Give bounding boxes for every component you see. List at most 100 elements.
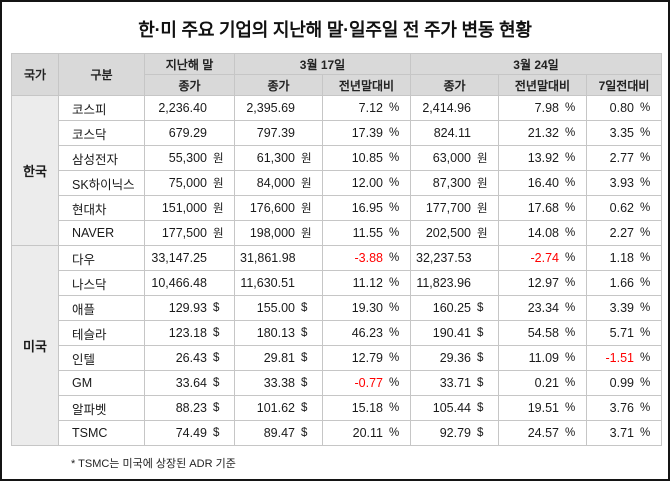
- value-number: 3.71: [609, 426, 635, 440]
- value-cell: 1.18%: [585, 245, 663, 271]
- country-cell: 미국: [11, 245, 59, 446]
- value-number: 129.93: [168, 301, 207, 315]
- company-name: 나스닥: [58, 270, 145, 296]
- value-cell: 2,236.40: [144, 95, 235, 121]
- value-cell: 89.47 $: [234, 420, 323, 446]
- value-unit: %: [389, 152, 400, 164]
- value-unit: $: [213, 427, 220, 439]
- value-unit: %: [389, 102, 400, 114]
- subheader-close-mar24: 종가: [410, 74, 499, 96]
- value-cell: 32,237.53: [410, 245, 499, 271]
- value-number: 2.27: [609, 226, 635, 240]
- value-number: 24.57: [527, 426, 559, 440]
- value-number: 63,000: [432, 151, 471, 165]
- value-unit: %: [565, 252, 576, 264]
- value-unit: %: [565, 202, 576, 214]
- value-cell: 3.76%: [585, 395, 663, 421]
- value-unit: %: [565, 102, 576, 114]
- value-cell: -2.74%: [498, 245, 587, 271]
- table-row: 인텔 26.43 $29.81 $12.79% 29.36 $11.09% -1.51%: [12, 345, 663, 371]
- value-unit: %: [389, 202, 400, 214]
- value-cell: 26.43 $: [144, 345, 235, 371]
- value-unit: 원: [213, 178, 224, 190]
- value-number: 5.71: [609, 326, 635, 340]
- company-name: 삼성전자: [58, 145, 145, 171]
- subheader-vs-yearend-mar17: 전년말대비: [322, 74, 411, 96]
- table-row: 미국 다우 33,147.25 31,861.98 -3.88% 32,237.53 -2.…: [11, 245, 663, 446]
- value-number: 87,300: [432, 176, 471, 190]
- value-unit: %: [640, 427, 651, 439]
- value-number: 54.58: [527, 326, 559, 340]
- value-number: 11,630.51: [240, 276, 295, 290]
- value-cell: 0.21%: [498, 370, 587, 396]
- value-number: 31,861.98: [240, 251, 296, 265]
- value-number: 177,700: [425, 201, 471, 215]
- table-row: TSMC 74.49 $89.47 $20.11% 92.79 $24.57% 3.71%: [12, 420, 663, 446]
- country-cell: 한국: [11, 95, 59, 246]
- table-row: SK하이닉스 75,000 원 84,000 원 12.00% 87,300 원 16.40% 3…: [12, 170, 663, 196]
- value-cell: 33.38 $: [234, 370, 323, 396]
- value-unit: $: [301, 302, 308, 314]
- value-unit: %: [565, 327, 576, 339]
- stock-price-table: 국가 구분 지난해 말 3월 17일 3월 24일 종가 종가 전년말대비 종가…: [11, 53, 663, 446]
- value-unit: $: [477, 352, 484, 364]
- value-number: 15.18: [351, 401, 383, 415]
- value-cell: 12.97%: [498, 270, 587, 296]
- value-unit: 원: [301, 203, 312, 215]
- value-number: 824.11: [433, 126, 471, 140]
- value-unit: %: [565, 127, 576, 139]
- value-unit: 원: [301, 153, 312, 165]
- value-cell: 11.12%: [322, 270, 411, 296]
- value-number: -3.88: [354, 251, 384, 265]
- table-row: 애플 129.93 $155.00 $19.30% 160.25 $23.34% 3.39%: [12, 295, 663, 321]
- value-unit: $: [301, 327, 308, 339]
- value-number: 17.39: [351, 126, 383, 140]
- value-number: 176,600: [249, 201, 295, 215]
- value-unit: 원: [477, 203, 488, 215]
- table-row: 삼성전자 55,300 원 61,300 원 10.85% 63,000 원 13.92% 2.7…: [12, 145, 663, 171]
- value-unit: %: [565, 352, 576, 364]
- value-number: 55,300: [168, 151, 207, 165]
- value-number: 7.98: [534, 101, 559, 115]
- value-unit: $: [213, 327, 220, 339]
- value-unit: %: [389, 352, 400, 364]
- value-cell: 7.12%: [322, 95, 411, 121]
- value-number: 33,147.25: [151, 251, 207, 265]
- value-cell: 0.62%: [585, 195, 663, 221]
- value-unit: $: [477, 302, 484, 314]
- value-number: 7.12: [358, 101, 383, 115]
- value-unit: $: [477, 327, 484, 339]
- value-cell: 198,000 원: [234, 220, 323, 246]
- value-unit: %: [389, 302, 400, 314]
- value-cell: 12.00%: [322, 170, 411, 196]
- table-row: NAVER 177,500 원 198,000 원 11.55% 202,500 원 14.08…: [12, 220, 663, 246]
- value-cell: 92.79 $: [410, 420, 499, 446]
- value-unit: %: [389, 327, 400, 339]
- value-unit: $: [301, 402, 308, 414]
- value-unit: %: [389, 127, 400, 139]
- header-country: 국가: [11, 53, 59, 96]
- value-cell: 15.18%: [322, 395, 411, 421]
- value-cell: 176,600 원: [234, 195, 323, 221]
- value-unit: %: [389, 277, 400, 289]
- company-name: 코스닥: [58, 120, 145, 146]
- value-number: 92.79: [439, 426, 471, 440]
- value-number: 11.55: [352, 226, 383, 240]
- value-cell: 160.25 $: [410, 295, 499, 321]
- value-cell: 797.39: [234, 120, 323, 146]
- value-unit: %: [565, 302, 576, 314]
- value-unit: $: [213, 402, 220, 414]
- value-unit: $: [477, 402, 484, 414]
- subheader-vs-yearend-mar24: 전년말대비: [498, 74, 587, 96]
- value-unit: $: [301, 352, 308, 364]
- value-unit: %: [640, 327, 651, 339]
- subheader-close-lastyear: 종가: [144, 74, 235, 96]
- value-number: 151,000: [161, 201, 207, 215]
- value-cell: -1.51%: [585, 345, 663, 371]
- value-number: 0.62: [609, 201, 635, 215]
- value-cell: 19.51%: [498, 395, 587, 421]
- value-cell: 5.71%: [585, 320, 663, 346]
- value-unit: 원: [477, 153, 488, 165]
- value-cell: 23.34%: [498, 295, 587, 321]
- header-march-24: 3월 24일: [409, 53, 663, 75]
